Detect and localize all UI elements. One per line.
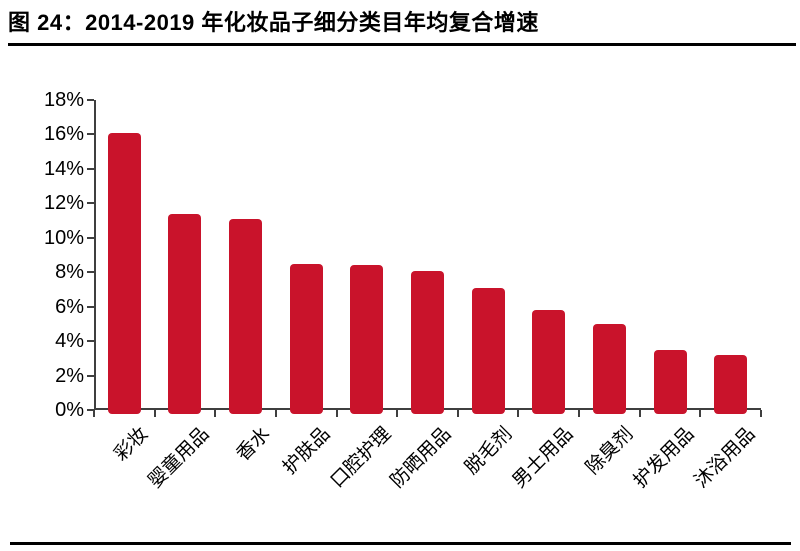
y-tick-label: 14% (43, 157, 84, 180)
x-tick (396, 410, 399, 417)
bar-香水 (229, 218, 263, 414)
x-category-label: 护发用品 (629, 422, 699, 493)
title-divider (8, 43, 796, 46)
x-tick (214, 410, 217, 417)
x-tick (456, 410, 459, 417)
x-category-label: 彩妆 (110, 422, 153, 466)
x-tick (274, 410, 277, 417)
y-tick (87, 305, 94, 308)
y-tick-label: 16% (43, 123, 84, 146)
x-tick (760, 410, 762, 417)
x-category-label: 沐浴用品 (689, 422, 760, 493)
bar-婴童用品 (168, 213, 202, 414)
y-tick-label: 8% (55, 261, 84, 284)
y-tick (87, 202, 94, 205)
y-tick-label: 2% (55, 364, 84, 387)
bar-防晒用品 (411, 270, 444, 414)
x-tick (578, 410, 581, 417)
bar-除臭剂 (592, 323, 626, 414)
bar-彩妆 (107, 132, 141, 414)
y-tick-label: 12% (43, 192, 84, 215)
x-category-label: 香水 (231, 422, 274, 466)
x-tick (517, 410, 520, 417)
figure-title: 图 24：2014-2019 年化妆品子细分类目年均复合增速 (8, 10, 539, 35)
x-category-label: 男士用品 (507, 422, 578, 493)
x-tick (153, 410, 156, 417)
x-category-label: 婴童用品 (144, 422, 214, 493)
bar-护发用品 (653, 349, 687, 414)
y-tick (87, 340, 94, 343)
bar-沐浴用品 (714, 354, 748, 414)
y-tick (87, 374, 94, 377)
y-tick-label: 4% (55, 330, 84, 353)
bar-脱毛剂 (471, 287, 505, 414)
x-tick (335, 410, 338, 417)
y-tick (87, 99, 94, 101)
bar-口腔护理 (350, 265, 384, 414)
y-tick-label: 18% (43, 89, 84, 111)
y-tick-label: 10% (43, 226, 84, 249)
y-tick (87, 271, 94, 274)
y-tick-label: 6% (55, 295, 84, 318)
y-tick (87, 236, 94, 239)
x-tick (699, 410, 702, 417)
x-category-label: 防晒用品 (386, 422, 456, 493)
y-tick (87, 133, 94, 136)
y-tick-label: 0% (55, 399, 84, 421)
y-tick (87, 167, 94, 170)
bar-护肤品 (289, 263, 323, 414)
bar-男士用品 (532, 310, 566, 414)
x-category-label: 口腔护理 (325, 422, 396, 493)
x-tick (638, 410, 641, 417)
bottom-divider (10, 542, 791, 545)
y-tick (87, 409, 94, 411)
x-tick (93, 410, 95, 417)
